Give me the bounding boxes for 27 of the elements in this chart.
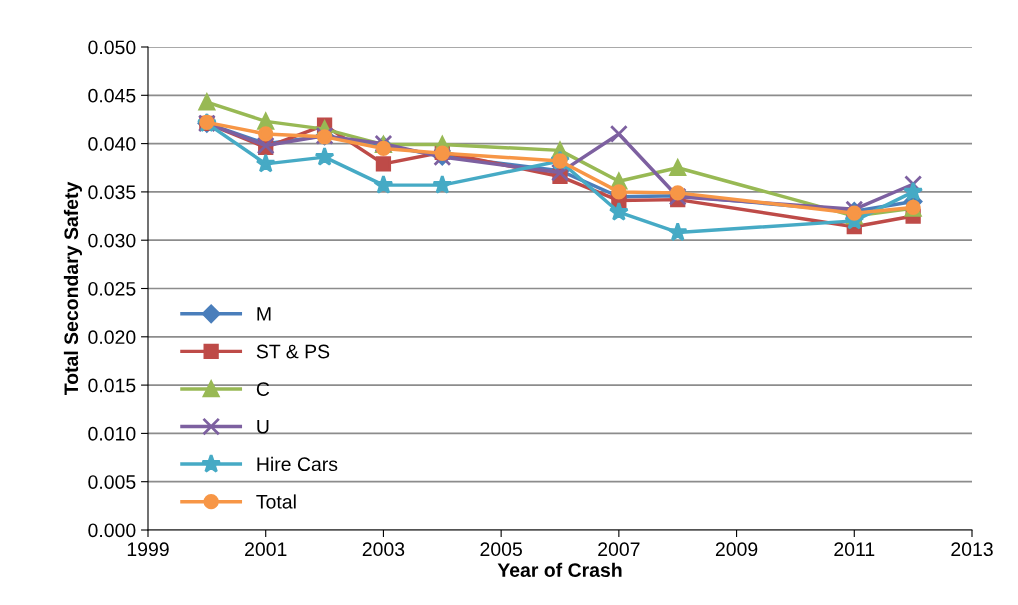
x-tick-label: 2013: [951, 542, 993, 557]
legend-label: U: [257, 419, 269, 434]
y-tick-label: 0.005: [88, 475, 136, 489]
y-tick-label: 0.050: [88, 40, 136, 55]
y-axis-title: Total Secondary Safety: [63, 181, 82, 396]
x-tick-label: 2007: [598, 542, 640, 557]
y-tick-label: 0.010: [88, 426, 136, 441]
y-tick-label: 0.045: [88, 88, 136, 103]
legend-label: M: [257, 307, 271, 321]
x-axis-title: Year of Crash: [497, 562, 622, 577]
y-tick-label: 0.015: [88, 378, 136, 393]
x-tick-label: 2003: [362, 542, 405, 557]
y-tick-label: 0.025: [88, 281, 136, 296]
legend-label: Total: [256, 494, 296, 509]
y-tick-label: 0.020: [88, 330, 136, 345]
x-tick-label: 2005: [480, 542, 522, 557]
legend-label: ST & PS: [256, 344, 330, 359]
y-tick-label: 0.000: [88, 523, 136, 538]
y-tick-label: 0.035: [88, 185, 136, 200]
x-tick-label: 2011: [834, 542, 875, 557]
x-tick-label: 2009: [715, 542, 758, 557]
y-tick-label: 0.030: [88, 233, 136, 248]
x-tick-label: 2001: [245, 542, 287, 557]
legend-label: C: [256, 382, 270, 396]
legend-label: Hire Cars: [257, 456, 338, 472]
x-tick-label: 1999: [127, 542, 169, 557]
y-tick-label: 0.040: [88, 137, 136, 151]
